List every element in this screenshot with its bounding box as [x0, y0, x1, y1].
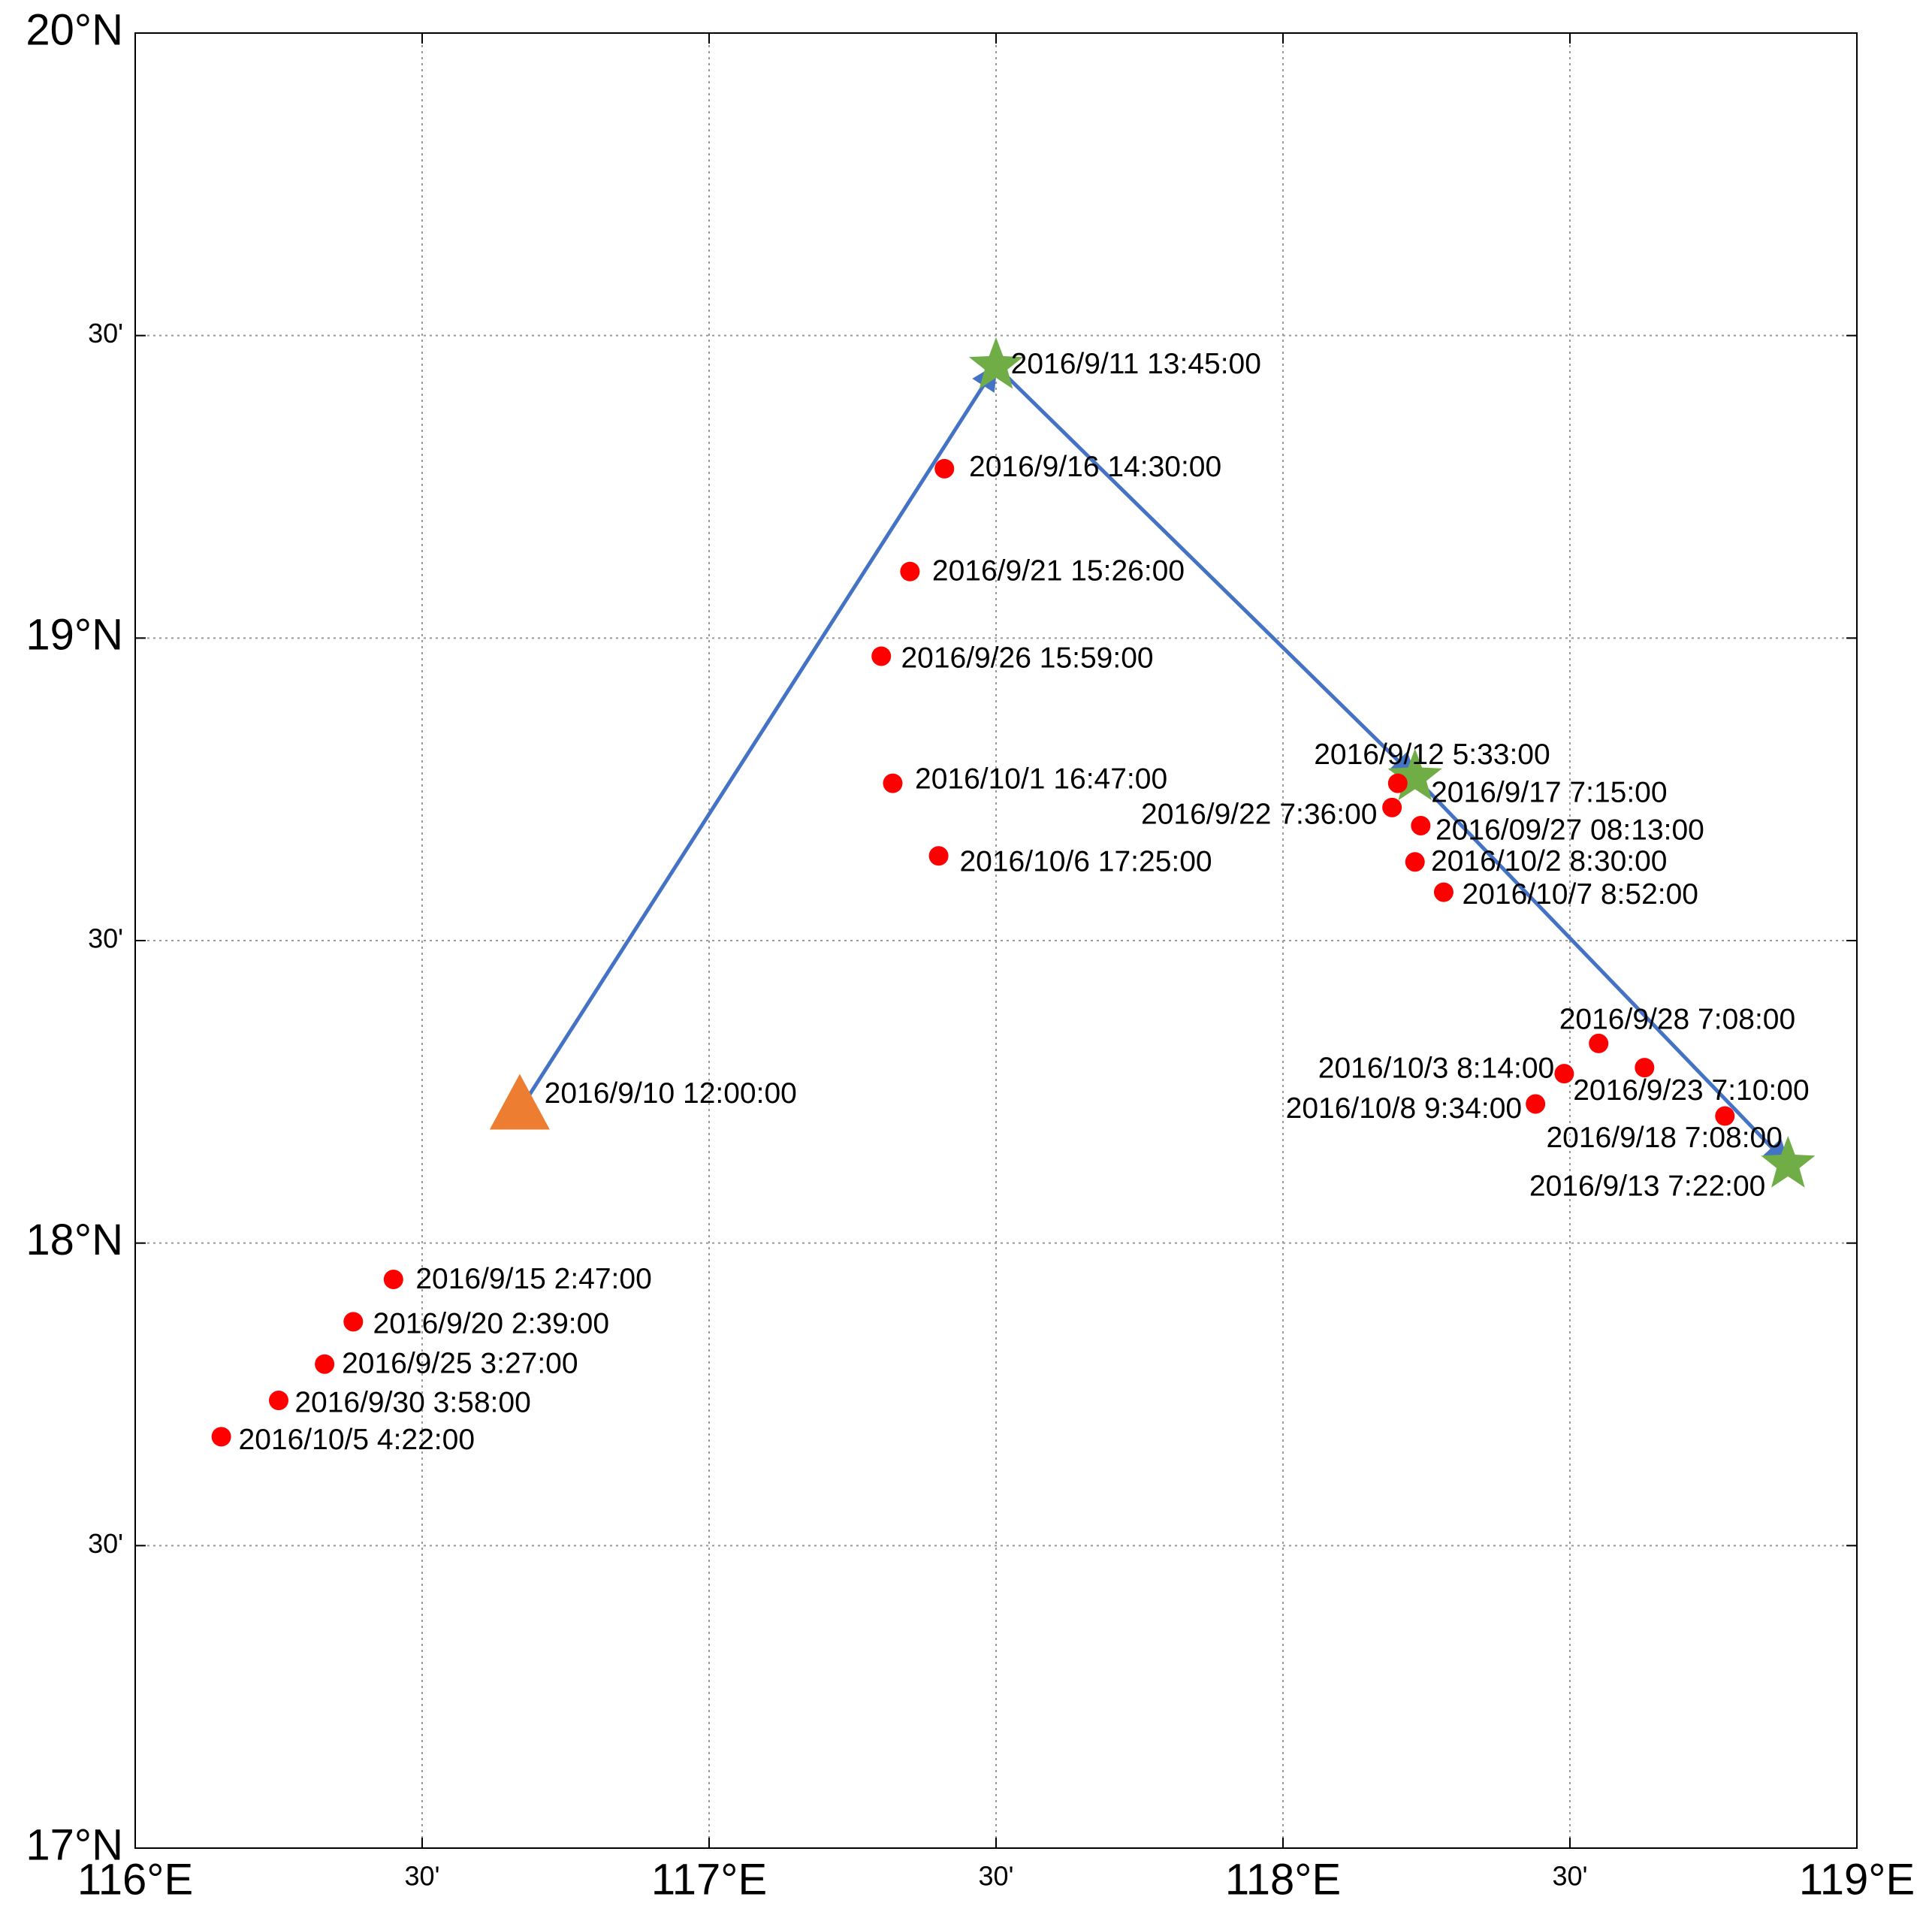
point-label: 2016/9/25 3:27:00 [342, 1348, 578, 1380]
point-marker [1411, 815, 1431, 835]
point-label: 2016/10/7 8:52:00 [1463, 878, 1698, 911]
x-tick-label: 30' [1553, 1861, 1588, 1892]
point-label: 2016/9/17 7:15:00 [1431, 777, 1667, 809]
x-tick-label: 30' [405, 1861, 440, 1892]
point-label: 2016/10/2 8:30:00 [1431, 845, 1667, 877]
point-label: 2016/9/16 14:30:00 [969, 451, 1221, 483]
point-marker [1433, 882, 1454, 902]
point-label: 2016/10/6 17:25:00 [959, 845, 1212, 877]
station-marker [1387, 748, 1442, 801]
point-marker [383, 1269, 403, 1289]
point-marker [343, 1312, 364, 1332]
point-label: 2016/9/10 12:00:00 [545, 1077, 797, 1110]
point-label: 2016/9/13 7:22:00 [1529, 1170, 1765, 1202]
y-tick-label: 30' [88, 318, 123, 349]
point-label: 2016/9/11 13:45:00 [1011, 348, 1261, 380]
x-tick-label: 116°E [77, 1855, 193, 1904]
station-marker [968, 337, 1024, 389]
point-label: 2016/9/15 2:47:00 [415, 1263, 651, 1295]
track-arrow [1413, 775, 1790, 1167]
point-marker [1715, 1106, 1735, 1126]
point-label: 2016/9/21 15:26:00 [932, 555, 1185, 587]
point-marker [1382, 797, 1402, 817]
point-label: 2016/10/8 9:34:00 [1286, 1092, 1522, 1125]
y-tick-label: 30' [88, 1528, 123, 1559]
plot-frame [134, 32, 1858, 1849]
point-marker [1387, 773, 1408, 793]
point-label: 2016/9/26 15:59:00 [901, 642, 1153, 675]
point-marker [1589, 1033, 1609, 1053]
point-label: 2016/9/20 2:39:00 [373, 1308, 609, 1340]
point-label: 2016/10/3 8:14:00 [1318, 1053, 1554, 1085]
x-tick-label: 119°E [1799, 1855, 1915, 1904]
x-tick-label: 30' [979, 1861, 1014, 1892]
point-label: 2016/9/12 5:33:00 [1314, 738, 1550, 771]
point-marker [1405, 852, 1425, 872]
y-tick-label: 20°N [26, 5, 123, 54]
point-label: 2016/10/1 16:47:00 [915, 763, 1167, 796]
y-tick-label: 30' [88, 923, 123, 954]
point-marker [315, 1354, 335, 1374]
point-marker [1554, 1064, 1574, 1084]
point-marker [871, 646, 892, 666]
point-marker [1526, 1094, 1546, 1114]
point-marker [900, 561, 920, 581]
point-label: 2016/9/30 3:58:00 [294, 1386, 530, 1418]
y-tick-label: 19°N [26, 611, 123, 660]
point-label: 2016/9/18 7:08:00 [1546, 1122, 1782, 1154]
point-marker [928, 846, 949, 866]
track-arrow [995, 364, 1417, 780]
track-arrow [518, 363, 998, 1111]
start-marker [489, 1074, 550, 1130]
point-marker [211, 1427, 231, 1447]
point-marker [269, 1391, 288, 1411]
x-tick-label: 117°E [651, 1855, 767, 1904]
y-tick-label: 18°N [26, 1216, 123, 1264]
station-marker [1761, 1135, 1816, 1188]
point-label: 2016/10/5 4:22:00 [239, 1424, 475, 1456]
y-tick-label: 17°N [26, 1820, 123, 1869]
point-label: 2016/9/22 7:36:00 [1141, 799, 1377, 831]
point-marker [934, 458, 955, 479]
point-label: 2016/9/23 7:10:00 [1573, 1074, 1809, 1107]
point-label: 2016/9/28 7:08:00 [1559, 1004, 1795, 1036]
point-label: 2016/09/27 08:13:00 [1435, 814, 1704, 846]
x-tick-label: 118°E [1225, 1855, 1341, 1904]
point-marker [1635, 1058, 1655, 1078]
point-marker [883, 773, 903, 793]
